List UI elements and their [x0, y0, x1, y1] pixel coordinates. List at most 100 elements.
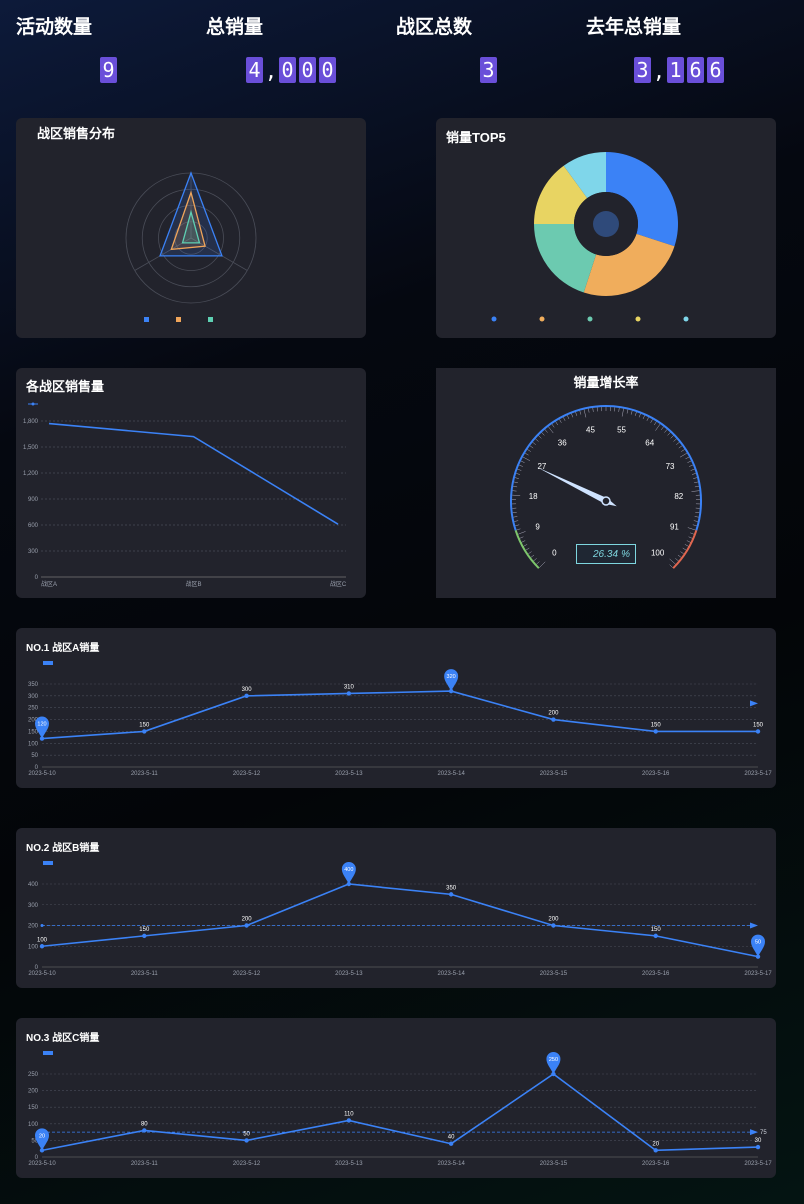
data-label: 30	[755, 1138, 762, 1144]
gauge-tick	[563, 417, 566, 421]
x-tick-label: 2023-5-12	[233, 1161, 261, 1167]
gauge-tick	[634, 411, 637, 416]
y-tick-label: 300	[28, 549, 39, 555]
data-label: 110	[344, 1111, 354, 1117]
gauge-tick	[536, 561, 540, 565]
gauge-needle	[536, 467, 617, 507]
mark-point-pin	[35, 1128, 49, 1151]
gauge-tick	[559, 419, 562, 423]
data-label: 50	[243, 1131, 250, 1137]
pie-legend-swatch	[491, 316, 497, 322]
data-point	[346, 881, 352, 887]
gauge-tick-label: 45	[586, 426, 595, 435]
gauge-tick	[677, 554, 682, 558]
zone-a-chart: 0 50 100 150 200 250 300 350 2023-5-10 2023-5-11 2…	[28, 661, 772, 777]
data-point	[244, 923, 249, 928]
gauge-tick	[592, 407, 594, 412]
mark-point-label: 250	[549, 1057, 558, 1063]
data-point	[448, 1141, 454, 1146]
gauge-tick	[694, 516, 699, 518]
gauge-tick	[520, 460, 525, 463]
y-tick-label: 0	[35, 965, 39, 971]
gauge-arc-segment	[514, 530, 540, 569]
y-tick-label: 400	[28, 882, 39, 888]
data-label: 200	[548, 917, 559, 923]
gauge-tick	[512, 494, 521, 496]
gauge-tick	[673, 438, 677, 442]
data-label: 350	[446, 885, 457, 891]
gauge-tick	[516, 528, 521, 531]
gauge-tick	[630, 410, 633, 415]
gauge-tick	[693, 477, 698, 479]
gauge-tick	[679, 452, 688, 458]
pie-center-dot	[593, 211, 619, 237]
x-tick-label: 2023-5-11	[131, 971, 159, 977]
gauge-tick	[523, 544, 528, 547]
gauge-tick	[551, 423, 555, 428]
gauge-tick	[529, 445, 534, 449]
x-tick-label: 2023-5-15	[540, 771, 568, 777]
growth-rate-gauge: 0 9 18 27 36 45 55 64 73 82 91 100	[510, 405, 702, 569]
data-point	[142, 729, 147, 734]
digit: 0	[299, 57, 316, 83]
digit: 4	[246, 57, 263, 83]
gauge-tick	[682, 547, 687, 551]
x-tick-label: 战区C	[330, 580, 347, 588]
x-tick-label: 2023-5-10	[28, 971, 56, 977]
x-tick-label: 2023-5-16	[642, 771, 670, 777]
x-tick-label: 2023-5-11	[131, 1161, 159, 1167]
gauge-tick	[638, 413, 641, 418]
gauge-tick	[678, 445, 683, 449]
gauge-tick-label: 36	[558, 439, 567, 448]
x-tick-label: 战区A	[41, 580, 57, 588]
gauge-tick	[513, 486, 518, 488]
zone-c-chart: 0 50 100 150 200 250 2023-5-10 2023-5-11 2023-5-…	[28, 1051, 772, 1167]
mark-point-pin	[444, 669, 459, 692]
radar-series-area	[181, 209, 201, 244]
digit-separator: ,	[652, 59, 666, 83]
gauge-tick-label: 27	[537, 462, 546, 471]
x-tick-label: 战区B	[185, 580, 201, 588]
gauge-arc-segment	[672, 530, 698, 569]
y-tick-label: 250	[28, 706, 39, 712]
gauge-tick	[539, 561, 546, 568]
gauge-tick	[519, 464, 523, 467]
x-tick-label: 2023-5-14	[437, 1161, 465, 1167]
x-tick-label: 2023-5-15	[540, 1161, 568, 1167]
gauge-tick	[524, 452, 529, 456]
gauge-tick	[512, 512, 517, 514]
x-tick-label: 2023-5-11	[131, 771, 159, 777]
x-tick-label: 2023-5-16	[642, 1161, 670, 1167]
zone-sales-panel: 各战区销售量 0 300 600 900 1,200 1,500 1,800 战区A 战区B 战区…	[16, 368, 366, 598]
mark-line-label: 75	[760, 1130, 767, 1136]
data-point	[448, 892, 454, 897]
x-tick-label: 2023-5-12	[233, 771, 261, 777]
gauge-tick	[680, 551, 684, 555]
gauge-tick	[654, 421, 657, 426]
gauge-tick	[525, 547, 530, 551]
digit: 0	[319, 57, 336, 83]
data-label: 300	[242, 687, 253, 693]
gauge-tick	[669, 558, 676, 565]
y-tick-label: 150	[28, 1105, 39, 1111]
gauge-tick	[685, 456, 690, 460]
gauge-tick	[567, 415, 570, 420]
gauge-tick	[694, 481, 699, 483]
y-tick-label: 900	[28, 497, 39, 503]
data-point	[39, 944, 45, 949]
mark-line-arrow	[750, 700, 758, 707]
gauge-tick	[535, 438, 539, 442]
gauge-tick-label: 91	[670, 523, 679, 532]
data-point	[39, 1148, 45, 1153]
data-label: 100	[37, 937, 48, 943]
pie-slice	[534, 165, 588, 224]
x-tick-label: 2023-5-10	[28, 1161, 56, 1167]
pie-slice	[606, 152, 678, 247]
gauge-tick	[684, 544, 689, 547]
stat-title: 活动数量	[16, 17, 93, 38]
x-tick-label: 2023-5-13	[335, 771, 363, 777]
radar-axis	[190, 237, 248, 271]
radar-legend-swatch	[176, 317, 181, 322]
